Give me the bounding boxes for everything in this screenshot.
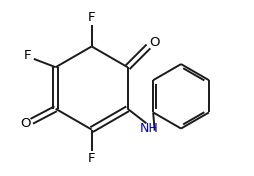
Text: F: F [23, 49, 31, 62]
Text: F: F [88, 11, 96, 24]
Text: O: O [149, 36, 160, 49]
Text: O: O [21, 117, 31, 130]
Text: F: F [88, 152, 96, 165]
Text: NH: NH [140, 122, 159, 135]
